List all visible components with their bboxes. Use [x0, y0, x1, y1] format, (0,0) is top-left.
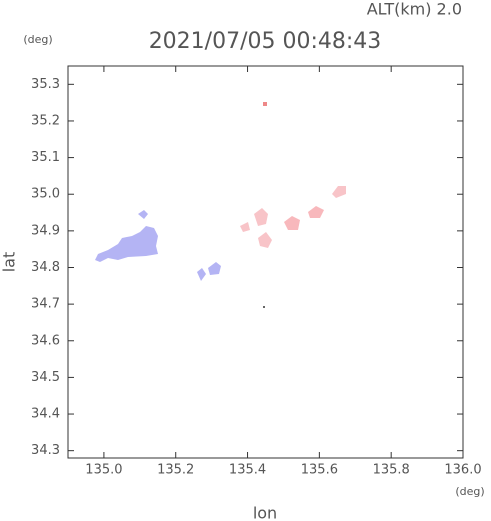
y-tick-label: 34.7 [31, 297, 60, 312]
header: ALT(km) 2.0 [367, 0, 462, 19]
y-tick-label: 34.4 [31, 407, 60, 422]
y-tick-label: 35.3 [31, 77, 60, 92]
echo-blob [284, 216, 300, 230]
echo-blob [308, 206, 324, 218]
x-unit: (deg) [455, 485, 484, 498]
echo-blob [263, 102, 267, 106]
echo-blob [263, 306, 265, 308]
echo-areas [95, 102, 346, 308]
echo-blob [258, 232, 272, 248]
echo-blob [138, 210, 148, 219]
x-tick-label: 135.4 [229, 463, 266, 478]
echo-blob [208, 262, 221, 275]
y-tick-label: 35.0 [31, 187, 60, 202]
chart-title: 2021/07/05 00:48:43 [149, 29, 382, 54]
y-tick-label: 34.8 [31, 260, 60, 275]
x-tick-label: 136.0 [444, 463, 481, 478]
y-tick-label: 34.3 [31, 443, 60, 458]
y-unit: (deg) [23, 33, 52, 46]
y-tick-label: 34.6 [31, 333, 60, 348]
plot-frame [67, 65, 464, 459]
y-tick-label: 34.5 [31, 370, 60, 385]
y-label: lat [0, 252, 19, 273]
y-tick-label: 35.2 [31, 113, 60, 128]
echo-blob [254, 208, 268, 226]
x-tick-label: 135.0 [85, 463, 122, 478]
echo-blob [95, 226, 158, 262]
x-label: lon [253, 504, 277, 521]
x-tick-label: 135.8 [373, 463, 410, 478]
y-tick-label: 35.1 [31, 150, 60, 165]
echo-blob [197, 268, 206, 281]
x-tick-label: 135.2 [157, 463, 194, 478]
x-tick-label: 135.6 [301, 463, 338, 478]
y-tick-label: 34.9 [31, 223, 60, 238]
echo-blob [240, 222, 250, 232]
axes: 135.0 135.2 135.4 135.6 135.8 136.0 35.3 35.2 35… [31, 66, 482, 478]
echo-blob [332, 186, 346, 198]
